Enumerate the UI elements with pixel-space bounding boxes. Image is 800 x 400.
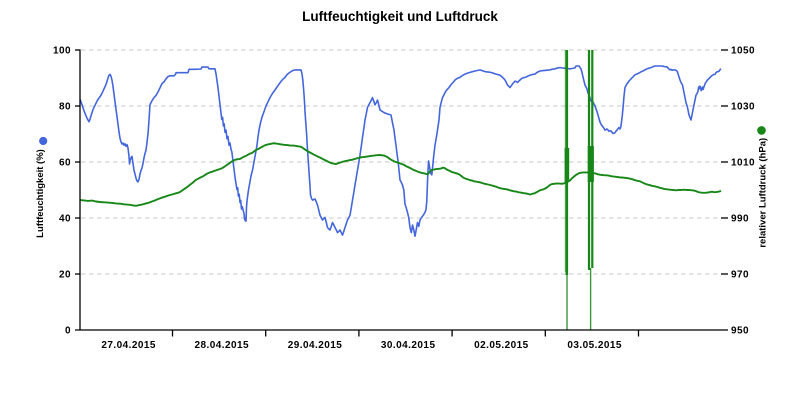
svg-text:20: 20 — [59, 270, 71, 281]
svg-text:Luftfeuchtigkeit (%): Luftfeuchtigkeit (%) — [35, 149, 46, 238]
svg-text:30.04.2015: 30.04.2015 — [381, 340, 436, 351]
svg-text:990: 990 — [731, 214, 749, 225]
svg-text:1030: 1030 — [731, 102, 755, 113]
svg-text:0: 0 — [65, 326, 71, 337]
svg-text:28.04.2015: 28.04.2015 — [195, 340, 250, 351]
svg-text:27.04.2015: 27.04.2015 — [101, 340, 156, 351]
svg-text:80: 80 — [59, 102, 71, 113]
svg-text:1050: 1050 — [731, 46, 755, 57]
svg-text:100: 100 — [53, 46, 71, 57]
svg-text:29.04.2015: 29.04.2015 — [288, 340, 343, 351]
svg-text:Luftfeuchtigkeit und Luftdruck: Luftfeuchtigkeit und Luftdruck — [302, 9, 498, 24]
svg-text:60: 60 — [59, 158, 71, 169]
svg-text:970: 970 — [731, 270, 749, 281]
svg-text:1010: 1010 — [731, 158, 755, 169]
svg-text:02.05.2015: 02.05.2015 — [474, 340, 529, 351]
svg-text:03.05.2015: 03.05.2015 — [567, 340, 622, 351]
svg-text:relativer Luftdruck (hPa): relativer Luftdruck (hPa) — [757, 138, 768, 248]
svg-text:950: 950 — [731, 326, 749, 337]
svg-text:40: 40 — [59, 214, 71, 225]
